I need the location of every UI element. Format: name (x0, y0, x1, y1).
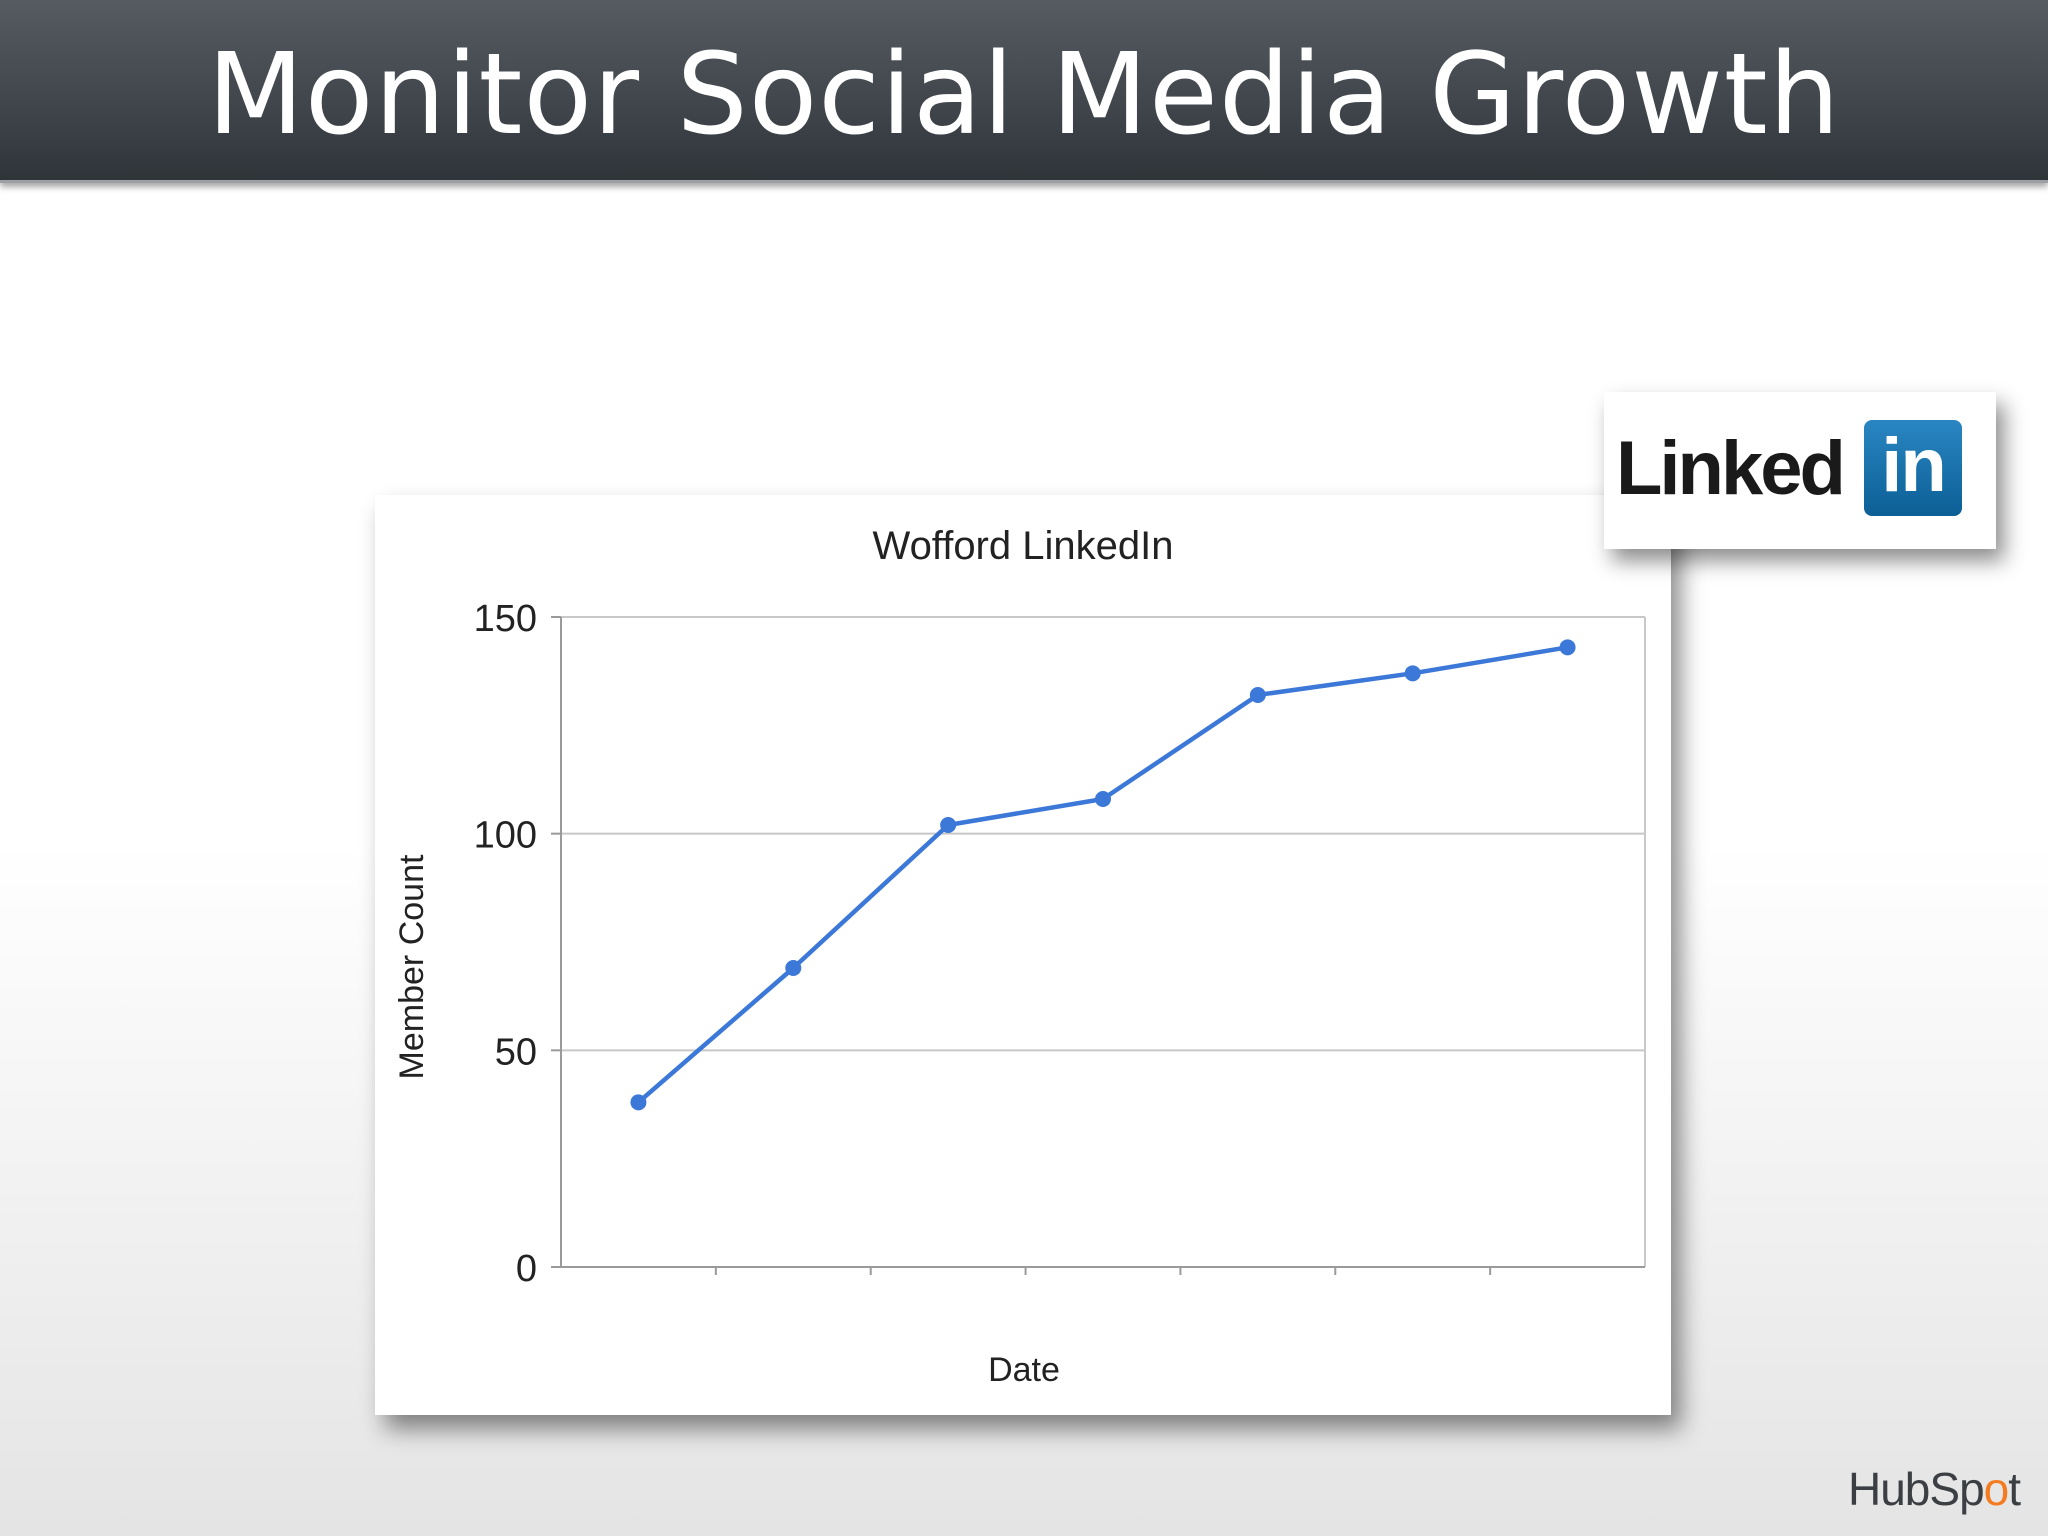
data-point-1 (630, 1094, 647, 1111)
axes: 0 50 100 150 (474, 598, 1645, 1290)
y-tick-label: 50 (495, 1031, 537, 1073)
logo-in-badge: in (1864, 420, 1962, 516)
logo-linked-text: Linked (1616, 426, 1846, 511)
chart-title: Wofford LinkedIn (873, 524, 1174, 568)
data-point-6 (1404, 665, 1421, 682)
series-line (636, 645, 1568, 1105)
series-layer (630, 639, 1576, 1111)
title-bar: Monitor Social Media Growth (0, 0, 2048, 183)
hubspot-text-b: t (2008, 1463, 2021, 1515)
data-point-7 (1559, 639, 1576, 656)
x-axis-label: Date (988, 1351, 1060, 1389)
data-point-2 (785, 960, 802, 976)
line-chart: Wofford LinkedIn Date Member Count 0 50 10… (393, 524, 1646, 1389)
hubspot-logo: HubSpot (1848, 1462, 2021, 1516)
data-point-3 (940, 817, 957, 833)
chart-card: Wofford LinkedIn Date Member Count 0 50 10… (375, 495, 1671, 1415)
y-tick-label: 100 (474, 815, 537, 857)
data-point-4 (1095, 791, 1111, 807)
y-tick-label: 0 (516, 1248, 537, 1290)
y-tick-label: 150 (474, 598, 537, 640)
grid-lines (561, 616, 1646, 1267)
data-point-5 (1249, 687, 1266, 703)
y-axis-label: Member Count (393, 854, 431, 1079)
hubspot-text-a: HubSp (1848, 1463, 1985, 1515)
slide-title: Monitor Social Media Growth (207, 30, 1841, 160)
hubspot-sprocket-icon: o (1983, 1463, 2010, 1515)
linkedin-logo: Linked in (1604, 392, 1996, 549)
